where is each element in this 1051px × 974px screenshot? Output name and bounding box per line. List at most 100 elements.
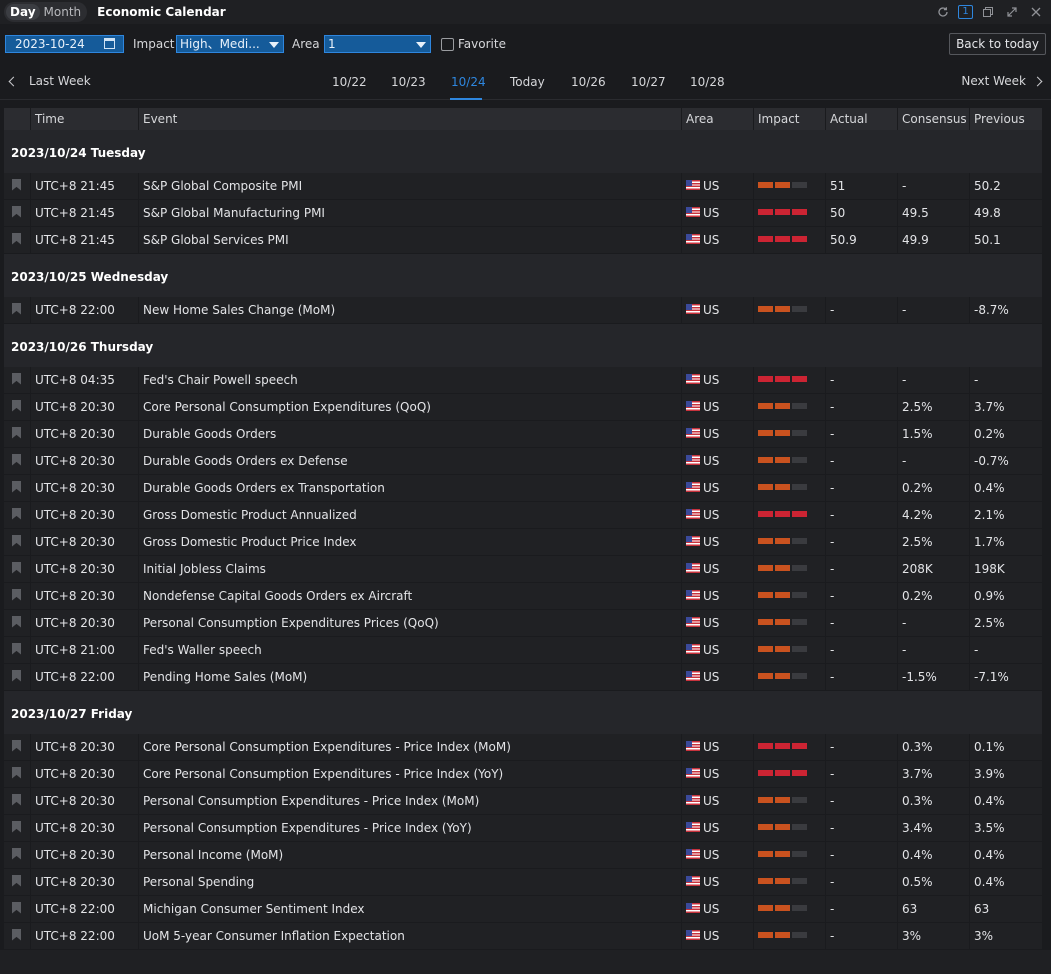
event-cell[interactable]: Gross Domestic Product Annualized [139, 502, 682, 528]
tab-day-6[interactable]: 10/28 [690, 75, 725, 89]
event-cell[interactable]: Personal Income (MoM) [139, 842, 682, 868]
table-row[interactable]: UTC+8 21:45 S&P Global Manufacturing PMI U… [4, 200, 1042, 227]
bookmark-icon[interactable] [12, 766, 21, 779]
table-row[interactable]: UTC+8 20:30 Initial Jobless Claims US -208K… [4, 556, 1042, 583]
table-row[interactable]: UTC+8 20:30 Personal Consumption Expendit… [4, 788, 1042, 815]
bookmark-icon[interactable] [12, 847, 21, 860]
bookmark-icon[interactable] [12, 669, 21, 682]
bookmark-icon[interactable] [12, 901, 21, 914]
bookmark-icon[interactable] [12, 739, 21, 752]
header-event[interactable]: Event [139, 108, 682, 130]
table-row[interactable]: UTC+8 22:00 UoM 5-year Consumer Inflation… [4, 923, 1042, 950]
tab-day-1[interactable]: 10/23 [391, 75, 426, 89]
event-cell[interactable]: Initial Jobless Claims [139, 556, 682, 582]
bookmark-icon[interactable] [12, 561, 21, 574]
calendar-icon[interactable] [104, 38, 115, 49]
table-row[interactable]: UTC+8 20:30 Durable Goods Orders ex Trans… [4, 475, 1042, 502]
bookmark-icon[interactable] [12, 820, 21, 833]
event-cell[interactable]: Durable Goods Orders [139, 421, 682, 447]
table-row[interactable]: UTC+8 20:30 Gross Domestic Product Annual… [4, 502, 1042, 529]
window-number-icon[interactable]: 1 [958, 5, 973, 19]
table-row[interactable]: UTC+8 22:00 Pending Home Sales (MoM) US - -1… [4, 664, 1042, 691]
event-cell[interactable]: Pending Home Sales (MoM) [139, 664, 682, 690]
day-view-button[interactable]: Day [6, 4, 40, 20]
month-view-button[interactable]: Month [43, 5, 82, 19]
table-row[interactable]: UTC+8 20:30 Core Personal Consumption Exp… [4, 734, 1042, 761]
bookmark-icon[interactable] [12, 480, 21, 493]
event-cell[interactable]: Personal Spending [139, 869, 682, 895]
impact-select[interactable]: High、Medi... [176, 35, 284, 53]
event-cell[interactable]: New Home Sales Change (MoM) [139, 297, 682, 323]
event-cell[interactable]: S&P Global Manufacturing PMI [139, 200, 682, 226]
last-week-button[interactable]: Last Week [8, 74, 91, 88]
tab-day-4[interactable]: 10/26 [571, 75, 606, 89]
table-row[interactable]: UTC+8 22:00 New Home Sales Change (MoM) US… [4, 297, 1042, 324]
bookmark-icon[interactable] [12, 928, 21, 941]
bookmark-icon[interactable] [12, 302, 21, 315]
bookmark-icon[interactable] [12, 453, 21, 466]
header-previous[interactable]: Previous [974, 112, 1025, 126]
table-row[interactable]: UTC+8 20:30 Nondefense Capital Goods Orde… [4, 583, 1042, 610]
tab-day-5[interactable]: 10/27 [631, 75, 666, 89]
tab-day-3[interactable]: Today [510, 75, 545, 89]
header-consensus[interactable]: Consensus [898, 108, 970, 130]
table-row[interactable]: UTC+8 20:30 Personal Consumption Expendit… [4, 815, 1042, 842]
bookmark-icon[interactable] [12, 642, 21, 655]
event-cell[interactable]: Gross Domestic Product Price Index [139, 529, 682, 555]
bookmark-icon[interactable] [12, 232, 21, 245]
bookmark-icon[interactable] [12, 399, 21, 412]
table-row[interactable]: UTC+8 04:35 Fed's Chair Powell speech US - -… [4, 367, 1042, 394]
bookmark-icon[interactable] [12, 426, 21, 439]
table-row[interactable]: UTC+8 20:30 Personal Spending US -0.5% 0.4% [4, 869, 1042, 896]
bookmark-icon[interactable] [12, 507, 21, 520]
table-row[interactable]: UTC+8 20:30 Personal Income (MoM) US -0.4% 0… [4, 842, 1042, 869]
event-cell[interactable]: Personal Consumption Expenditures - Pric… [139, 788, 682, 814]
table-row[interactable]: UTC+8 21:00 Fed's Waller speech US - - - [4, 637, 1042, 664]
close-icon[interactable] [1027, 3, 1045, 21]
event-cell[interactable]: Personal Consumption Expenditures Prices… [139, 610, 682, 636]
refresh-icon[interactable] [934, 3, 952, 21]
expand-icon[interactable] [1003, 3, 1021, 21]
event-cell[interactable]: Durable Goods Orders ex Defense [139, 448, 682, 474]
tab-day-2[interactable]: 10/24 [451, 75, 486, 89]
table-row[interactable]: UTC+8 20:30 Durable Goods Orders US -1.5% 0.… [4, 421, 1042, 448]
event-cell[interactable]: Core Personal Consumption Expenditures -… [139, 761, 682, 787]
event-cell[interactable]: Core Personal Consumption Expenditures -… [139, 734, 682, 760]
date-picker[interactable]: 2023-10-24 [5, 35, 124, 53]
event-cell[interactable]: UoM 5-year Consumer Inflation Expectatio… [139, 923, 682, 949]
table-row[interactable]: UTC+8 20:30 Core Personal Consumption Exp… [4, 394, 1042, 421]
bookmark-icon[interactable] [12, 793, 21, 806]
area-select[interactable]: 1 [324, 35, 431, 53]
event-cell[interactable]: S&P Global Services PMI [139, 227, 682, 253]
event-cell[interactable]: Michigan Consumer Sentiment Index [139, 896, 682, 922]
bookmark-icon[interactable] [12, 615, 21, 628]
next-week-button[interactable]: Next Week [961, 74, 1043, 88]
bookmark-icon[interactable] [12, 534, 21, 547]
favorite-checkbox[interactable] [441, 38, 454, 51]
tab-day-0[interactable]: 10/22 [332, 75, 367, 89]
event-cell[interactable]: Fed's Waller speech [139, 637, 682, 663]
bookmark-icon[interactable] [12, 874, 21, 887]
bookmark-icon[interactable] [12, 178, 21, 191]
event-cell[interactable]: S&P Global Composite PMI [139, 173, 682, 199]
event-cell[interactable]: Core Personal Consumption Expenditures (… [139, 394, 682, 420]
table-row[interactable]: UTC+8 20:30 Personal Consumption Expendit… [4, 610, 1042, 637]
table-row[interactable]: UTC+8 20:30 Durable Goods Orders ex Defen… [4, 448, 1042, 475]
table-row[interactable]: UTC+8 20:30 Gross Domestic Product Price … [4, 529, 1042, 556]
table-row[interactable]: UTC+8 22:00 Michigan Consumer Sentiment I… [4, 896, 1042, 923]
header-impact[interactable]: Impact [754, 108, 826, 130]
header-actual[interactable]: Actual [826, 108, 898, 130]
bookmark-icon[interactable] [12, 205, 21, 218]
header-area[interactable]: Area [682, 108, 754, 130]
back-to-today-button[interactable]: Back to today [949, 33, 1046, 55]
bookmark-icon[interactable] [12, 372, 21, 385]
table-row[interactable]: UTC+8 20:30 Core Personal Consumption Exp… [4, 761, 1042, 788]
event-cell[interactable]: Fed's Chair Powell speech [139, 367, 682, 393]
bookmark-icon[interactable] [12, 588, 21, 601]
event-cell[interactable]: Personal Consumption Expenditures - Pric… [139, 815, 682, 841]
event-cell[interactable]: Nondefense Capital Goods Orders ex Aircr… [139, 583, 682, 609]
table-row[interactable]: UTC+8 21:45 S&P Global Services PMI US 50.9… [4, 227, 1042, 254]
restore-window-icon[interactable] [979, 3, 997, 21]
event-cell[interactable]: Durable Goods Orders ex Transportation [139, 475, 682, 501]
table-row[interactable]: UTC+8 21:45 S&P Global Composite PMI US 51-… [4, 173, 1042, 200]
